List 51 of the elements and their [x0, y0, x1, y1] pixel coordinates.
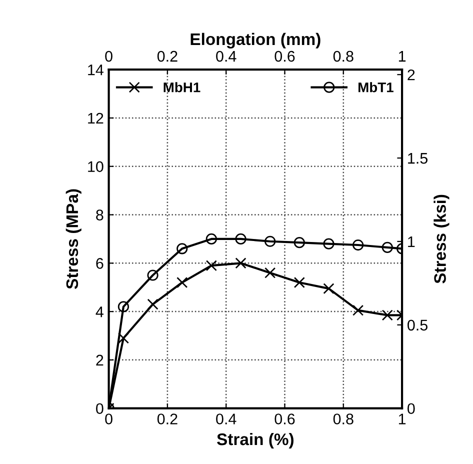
y2-axis-title: Stress (ksi): [434, 194, 450, 284]
x-tick-label: 0.8: [333, 414, 354, 424]
point: [264, 236, 276, 247]
point: [176, 243, 188, 254]
point: [235, 233, 246, 245]
legend-label: MbH1: [164, 82, 200, 92]
x-axis-title: Strain (%): [217, 432, 294, 449]
point: [352, 239, 364, 251]
point: [382, 242, 393, 253]
x-tick-label: 0: [105, 414, 112, 424]
point: [323, 238, 334, 250]
x2-tick-label: 0.2: [157, 50, 178, 62]
y-tick-label: 12: [88, 112, 104, 124]
x-tick-label: 0.6: [274, 414, 295, 424]
point: [206, 260, 217, 272]
legend-label: MbT1: [358, 82, 394, 92]
point: [264, 267, 276, 278]
y-axis-title: Stress (MPa): [66, 189, 82, 289]
point: [323, 283, 334, 294]
x2-tick-label: 0.6: [274, 50, 295, 62]
point: [118, 332, 130, 344]
x2-tick-label: 1: [398, 51, 406, 62]
y2-tick-label: 0: [408, 403, 415, 414]
x-tick-label: 0.2: [157, 414, 178, 424]
y-tick-label: 4: [96, 306, 104, 318]
y-tick-label: 2: [96, 354, 104, 366]
y-tick-label: 10: [88, 161, 104, 172]
y2-tick-label: 2: [408, 69, 415, 80]
x-tick-label: 1: [398, 414, 406, 424]
y-tick-label: 8: [96, 210, 104, 220]
point: [294, 276, 305, 288]
point: [382, 310, 393, 321]
y2-tick-label: 1: [408, 236, 415, 247]
x-tick-label: 0.4: [216, 414, 236, 424]
x2-tick-label: 0.8: [333, 50, 354, 62]
point: [206, 233, 217, 245]
point: [176, 276, 188, 288]
point: [118, 301, 130, 312]
x2-tick-label: 0.4: [216, 50, 236, 62]
point: [147, 270, 158, 281]
point: [147, 298, 158, 310]
point: [294, 237, 305, 248]
point: [235, 258, 246, 269]
y2-tick-label: 0.5: [408, 320, 428, 331]
x2-axis-title: Elongation (mm): [190, 32, 320, 48]
y-tick-label: 0: [96, 403, 104, 414]
y-tick-label: 6: [96, 258, 104, 269]
y-tick-label: 14: [88, 64, 104, 76]
point: [352, 304, 364, 316]
x2-tick-label: 0: [105, 50, 112, 62]
y2-tick-label: 1.5: [408, 153, 428, 164]
